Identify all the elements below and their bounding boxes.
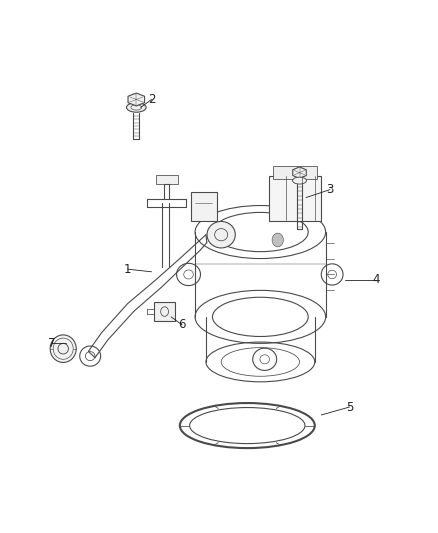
Ellipse shape (127, 103, 146, 112)
Text: 5: 5 (346, 400, 353, 414)
FancyBboxPatch shape (269, 176, 321, 221)
FancyBboxPatch shape (154, 302, 176, 321)
Polygon shape (128, 93, 145, 106)
Ellipse shape (207, 221, 235, 248)
FancyBboxPatch shape (156, 175, 178, 184)
Text: 7: 7 (48, 337, 55, 350)
FancyBboxPatch shape (273, 166, 317, 179)
Ellipse shape (50, 335, 76, 362)
Text: 2: 2 (148, 93, 155, 106)
Text: 1: 1 (124, 263, 131, 276)
Text: 6: 6 (178, 318, 186, 332)
Text: 4: 4 (372, 273, 379, 286)
Polygon shape (293, 167, 306, 179)
FancyBboxPatch shape (191, 192, 217, 221)
Ellipse shape (293, 177, 307, 184)
Circle shape (272, 233, 283, 247)
Text: 3: 3 (326, 183, 334, 196)
